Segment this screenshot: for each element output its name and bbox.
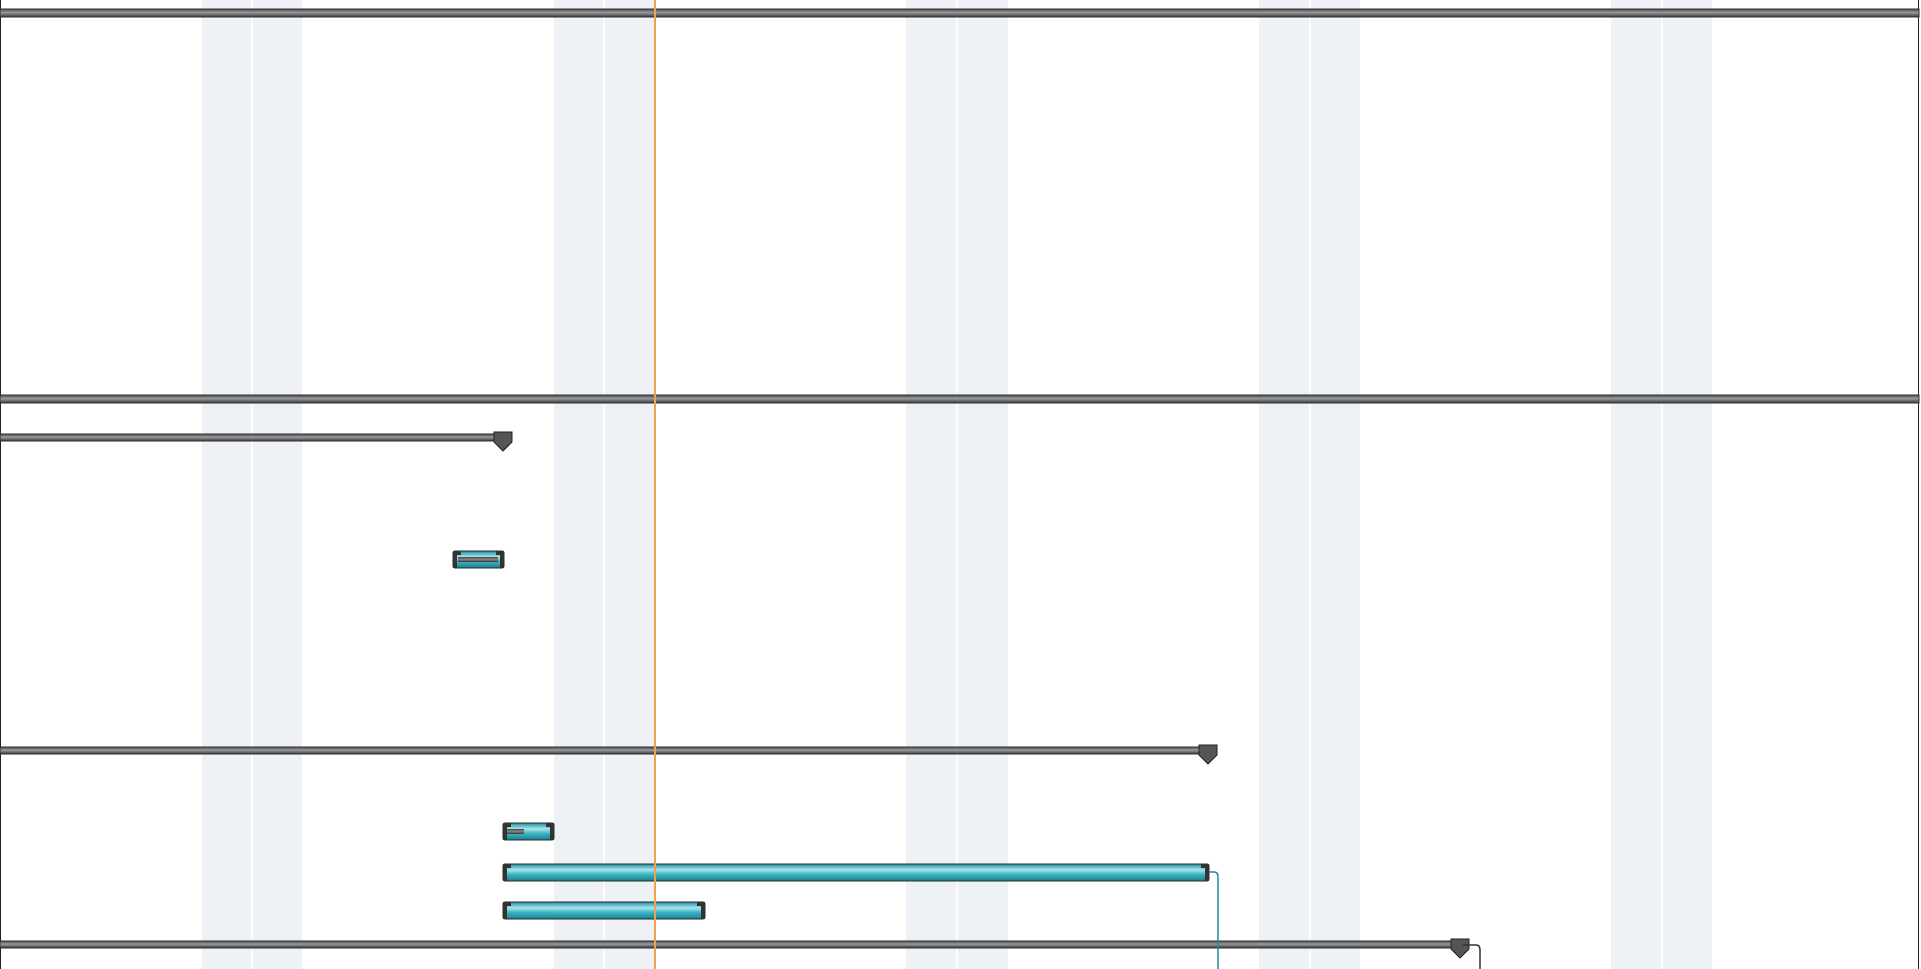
bar-start-handle[interactable] bbox=[503, 823, 511, 840]
summary-bar-row-5[interactable] bbox=[0, 744, 1218, 765]
progress-fill bbox=[458, 557, 498, 562]
bar-end-handle[interactable] bbox=[1201, 864, 1209, 881]
weekend-bands bbox=[202, 0, 1712, 969]
summary-end-marker bbox=[1198, 744, 1218, 765]
bar-end-handle[interactable] bbox=[546, 823, 554, 840]
summary-bar-row-1[interactable] bbox=[0, 8, 1920, 18]
dependency-link[interactable] bbox=[1209, 871, 1219, 969]
bar-start-handle[interactable] bbox=[503, 864, 511, 881]
task-bar-row-4[interactable] bbox=[452, 550, 505, 569]
task-bar-row-6[interactable] bbox=[502, 822, 555, 841]
summary-end-marker bbox=[493, 431, 513, 452]
bar-end-handle[interactable] bbox=[697, 902, 705, 919]
bar-start-handle[interactable] bbox=[453, 551, 461, 568]
dependency-link[interactable] bbox=[1463, 944, 1481, 969]
summary-end-marker bbox=[1450, 938, 1470, 959]
summary-bar-row-2[interactable] bbox=[0, 394, 1920, 404]
summary-bar-row-3[interactable] bbox=[0, 431, 513, 452]
progress-fill bbox=[507, 829, 524, 834]
task-bar-row-7[interactable] bbox=[502, 863, 1210, 882]
bar-end-handle[interactable] bbox=[496, 551, 504, 568]
task-bar-row-8[interactable] bbox=[502, 901, 706, 920]
bar-start-handle[interactable] bbox=[503, 902, 511, 919]
